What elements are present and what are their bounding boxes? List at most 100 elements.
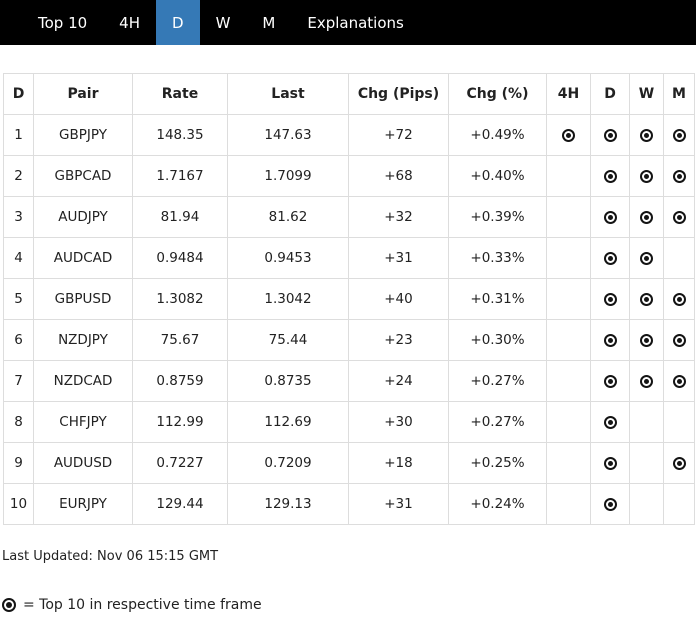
chg-pct-cell: +0.31% — [448, 278, 547, 320]
header-pair: Pair — [33, 73, 133, 115]
header-m: M — [663, 73, 695, 115]
bullseye-icon — [603, 251, 617, 265]
bullseye-icon — [603, 456, 617, 470]
header-w: W — [629, 73, 664, 115]
timeframe-cell-w — [629, 196, 664, 238]
tab-4h[interactable]: 4H — [119, 13, 140, 32]
timeframe-cell-d — [590, 401, 630, 443]
tab-w[interactable]: W — [215, 13, 231, 32]
bullseye-icon — [640, 210, 653, 224]
timeframe-cell-d — [590, 360, 630, 402]
timeframe-cell-m — [663, 237, 695, 279]
last-cell: 129.13 — [227, 483, 349, 525]
chg-pips-cell: +40 — [348, 278, 449, 320]
timeframe-cell-m — [663, 401, 695, 443]
bullseye-icon — [672, 456, 686, 470]
bullseye-icon — [603, 497, 617, 511]
table-row: 6 NZDJPY 75.67 75.44 +23 +0.30% — [3, 319, 695, 361]
timeframe-cell-m — [663, 196, 695, 238]
bullseye-icon — [640, 169, 653, 183]
tab-d[interactable]: D — [156, 0, 200, 45]
timeframe-cell-w — [629, 442, 664, 484]
rate-cell: 1.7167 — [132, 155, 228, 197]
table-body: 1 GBPJPY 148.35 147.63 +72 +0.49% 2 GBPCAD 1.716… — [3, 114, 695, 525]
pair-cell: AUDUSD — [33, 442, 133, 484]
chg-pct-cell: +0.25% — [448, 442, 547, 484]
tab-explanations[interactable]: Explanations — [307, 13, 404, 32]
header-chg-pct: Chg (%) — [448, 73, 547, 115]
timeframe-cell-w — [629, 278, 664, 320]
timeframe-cell-d — [590, 237, 630, 279]
timeframe-cell-d — [590, 155, 630, 197]
bullseye-icon — [603, 415, 617, 429]
table-row: 1 GBPJPY 148.35 147.63 +72 +0.49% — [3, 114, 695, 156]
chg-pct-cell: +0.49% — [448, 114, 547, 156]
timeframe-cell-m — [663, 360, 695, 402]
timeframe-cell-w — [629, 114, 664, 156]
chg-pct-cell: +0.24% — [448, 483, 547, 525]
timeframe-cell-d — [590, 114, 630, 156]
timeframe-cell-d — [590, 319, 630, 361]
table-row: 8 CHFJPY 112.99 112.69 +30 +0.27% — [3, 401, 695, 443]
last-cell: 1.7099 — [227, 155, 349, 197]
rate-cell: 1.3082 — [132, 278, 228, 320]
nav-bar: Top 10 4H D W M Explanations — [0, 0, 696, 45]
rank-cell: 10 — [3, 483, 34, 525]
chg-pips-cell: +24 — [348, 360, 449, 402]
table-row: 7 NZDCAD 0.8759 0.8735 +24 +0.27% — [3, 360, 695, 402]
rate-cell: 0.9484 — [132, 237, 228, 279]
pair-cell: NZDJPY — [33, 319, 133, 361]
rank-cell: 5 — [3, 278, 34, 320]
chg-pct-cell: +0.40% — [448, 155, 547, 197]
rate-cell: 112.99 — [132, 401, 228, 443]
pair-cell: AUDJPY — [33, 196, 133, 238]
table-row: 3 AUDJPY 81.94 81.62 +32 +0.39% — [3, 196, 695, 238]
legend-text: = Top 10 in respective time frame — [23, 597, 262, 613]
last-cell: 0.9453 — [227, 237, 349, 279]
header-4h: 4H — [546, 73, 591, 115]
timeframe-cell-4h — [546, 196, 591, 238]
chg-pct-cell: +0.33% — [448, 237, 547, 279]
last-cell: 112.69 — [227, 401, 349, 443]
tab-m[interactable]: M — [262, 13, 276, 32]
bullseye-icon — [640, 292, 653, 306]
pair-cell: EURJPY — [33, 483, 133, 525]
timeframe-cell-4h — [546, 319, 591, 361]
header-d: D — [590, 73, 630, 115]
bullseye-icon — [672, 292, 686, 306]
timeframe-cell-m — [663, 483, 695, 525]
timeframe-cell-d — [590, 196, 630, 238]
timeframe-cell-4h — [546, 237, 591, 279]
rank-cell: 1 — [3, 114, 34, 156]
header-rate: Rate — [132, 73, 228, 115]
chg-pct-cell: +0.27% — [448, 360, 547, 402]
tab-top-10[interactable]: Top 10 — [38, 13, 88, 32]
rank-cell: 9 — [3, 442, 34, 484]
timeframe-cell-m — [663, 155, 695, 197]
table-row: 4 AUDCAD 0.9484 0.9453 +31 +0.33% — [3, 237, 695, 279]
timeframe-cell-4h — [546, 360, 591, 402]
legend: = Top 10 in respective time frame — [2, 597, 696, 613]
rank-cell: 6 — [3, 319, 34, 361]
header-last: Last — [227, 73, 349, 115]
chg-pips-cell: +68 — [348, 155, 449, 197]
last-cell: 75.44 — [227, 319, 349, 361]
header-chg-pips: Chg (Pips) — [348, 73, 449, 115]
chg-pips-cell: +30 — [348, 401, 449, 443]
bullseye-icon — [640, 374, 653, 388]
timeframe-cell-4h — [546, 401, 591, 443]
rate-cell: 0.7227 — [132, 442, 228, 484]
rank-cell: 3 — [3, 196, 34, 238]
timeframe-cell-d — [590, 278, 630, 320]
timeframe-cell-4h — [546, 278, 591, 320]
chg-pips-cell: +23 — [348, 319, 449, 361]
timeframe-cell-d — [590, 442, 630, 484]
rate-cell: 81.94 — [132, 196, 228, 238]
timeframe-cell-m — [663, 278, 695, 320]
table-row: 9 AUDUSD 0.7227 0.7209 +18 +0.25% — [3, 442, 695, 484]
nav-tabs: Top 10 4H D W M Explanations — [22, 0, 420, 45]
bullseye-icon — [640, 128, 653, 142]
rank-cell: 2 — [3, 155, 34, 197]
chg-pct-cell: +0.27% — [448, 401, 547, 443]
table-row: 2 GBPCAD 1.7167 1.7099 +68 +0.40% — [3, 155, 695, 197]
